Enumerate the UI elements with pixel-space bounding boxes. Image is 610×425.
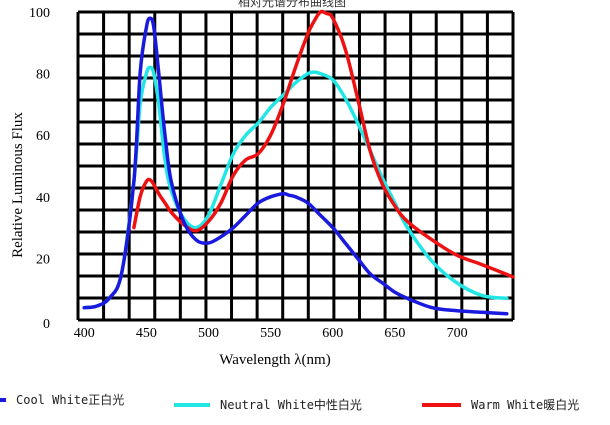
- x-tick-label: 550: [260, 326, 281, 341]
- x-tick-label: 450: [136, 326, 157, 341]
- x-tick-label: 700: [447, 326, 468, 341]
- y-tick-label: 100: [29, 6, 50, 21]
- y-tick-label: 0: [43, 317, 50, 332]
- y-tick-label: 60: [36, 129, 50, 144]
- y-tick-label: 40: [36, 191, 50, 206]
- x-tick-label: 500: [198, 326, 219, 341]
- x-axis-label: Wavelength λ(nm): [219, 352, 330, 368]
- chart-title: 相对光谱分布曲线图: [238, 0, 346, 9]
- grid: [76, 10, 515, 322]
- series-line-2: [132, 9, 515, 279]
- x-tick-label: 650: [384, 326, 405, 341]
- series-group: [82, 9, 515, 316]
- legend-label-1: Neutral White中性白光: [220, 397, 362, 412]
- series-line-1: [82, 65, 509, 310]
- x-tick-label: 600: [322, 326, 343, 341]
- y-axis-label: Relative Luminous Flux: [10, 112, 26, 258]
- series-line-0: [82, 16, 509, 316]
- legend: Cool White正白光 Neutral White中性白光 Warm White…: [0, 392, 579, 412]
- x-tick-label: 400: [74, 326, 95, 341]
- tick-labels: 400 450 500 550 600 650 700 0 20 40 60 80 100: [29, 6, 468, 341]
- legend-label-2: Warm White暖白光: [471, 397, 579, 412]
- y-tick-label: 20: [36, 252, 50, 267]
- legend-label-0: Cool White正白光: [16, 392, 124, 407]
- y-tick-label: 80: [36, 68, 50, 83]
